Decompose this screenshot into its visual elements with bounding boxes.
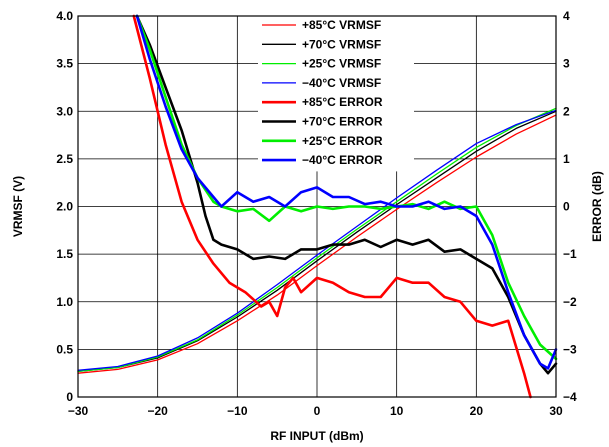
y-tick-label: 3.0: [56, 104, 73, 118]
series-line-0: [77, 114, 557, 374]
y-tick-label: 4.0: [56, 9, 73, 23]
y-tick-label: 1.0: [56, 295, 73, 309]
y2-tick-label: 3: [563, 57, 570, 71]
y-tick-label: 0.5: [56, 342, 73, 356]
legend-entry: +25°C ERROR: [302, 134, 383, 148]
x-tick-label: 20: [470, 404, 484, 418]
y2-tick-label: −1: [563, 247, 577, 261]
y-tick-label: 0: [66, 390, 73, 404]
series-line-6: [135, 14, 558, 361]
series-line-2: [77, 107, 557, 372]
legend-entry: +85°C ERROR: [302, 95, 383, 109]
y2-tick-label: 4: [563, 9, 570, 23]
x-tick-label: −30: [68, 404, 89, 418]
y2-tick-label: 1: [563, 152, 570, 166]
series-line-5: [135, 14, 558, 375]
y2-axis-title: ERROR (dB): [590, 171, 604, 242]
y2-tick-label: 0: [563, 200, 570, 214]
legend-entry: −40°C ERROR: [302, 153, 383, 167]
y-tick-label: 1.5: [56, 247, 73, 261]
x-tick-label: 0: [314, 404, 321, 418]
x-tick-label: 30: [549, 404, 563, 418]
y2-tick-label: −3: [563, 342, 577, 356]
y2-tick-labels: −4 −3 −2 −1 0 1 2 3 4: [563, 9, 577, 404]
series-line-1: [77, 110, 557, 372]
y-axis-title: VRMSF (V): [11, 176, 25, 237]
y-tick-label: 2.5: [56, 152, 73, 166]
legend-entry: +70°C VRMSF: [302, 37, 381, 51]
x-tick-labels: −30 −20 −10 0 10 20 30: [68, 404, 563, 418]
series-line-4: [132, 14, 532, 399]
series-line-7: [135, 14, 558, 370]
y2-tick-label: −4: [563, 390, 577, 404]
y-tick-label: 3.5: [56, 57, 73, 71]
y2-tick-label: 2: [563, 104, 570, 118]
x-tick-label: −20: [147, 404, 168, 418]
legend-entry: +70°C ERROR: [302, 115, 383, 129]
plot-frame: [77, 15, 557, 398]
series-line-3: [77, 109, 557, 371]
legend-entry: +85°C VRMSF: [302, 18, 381, 32]
x-tick-label: 10: [390, 404, 404, 418]
x-axis-title: RF INPUT (dBm): [270, 429, 363, 443]
series-lines: [77, 14, 558, 399]
x-tick-label: −10: [227, 404, 248, 418]
y2-tick-label: −2: [563, 295, 577, 309]
legend: +85°C VRMSF +70°C VRMSF +25°C VRMSF −40°C V…: [258, 15, 414, 172]
legend-background: [258, 15, 414, 172]
y-tick-labels: 0 0.5 1.0 1.5 2.0 2.5 3.0 3.5 4.0: [56, 9, 73, 404]
legend-entry: −40°C VRMSF: [302, 76, 381, 90]
y-tick-label: 2.0: [56, 200, 73, 214]
legend-entry: +25°C VRMSF: [302, 57, 381, 71]
